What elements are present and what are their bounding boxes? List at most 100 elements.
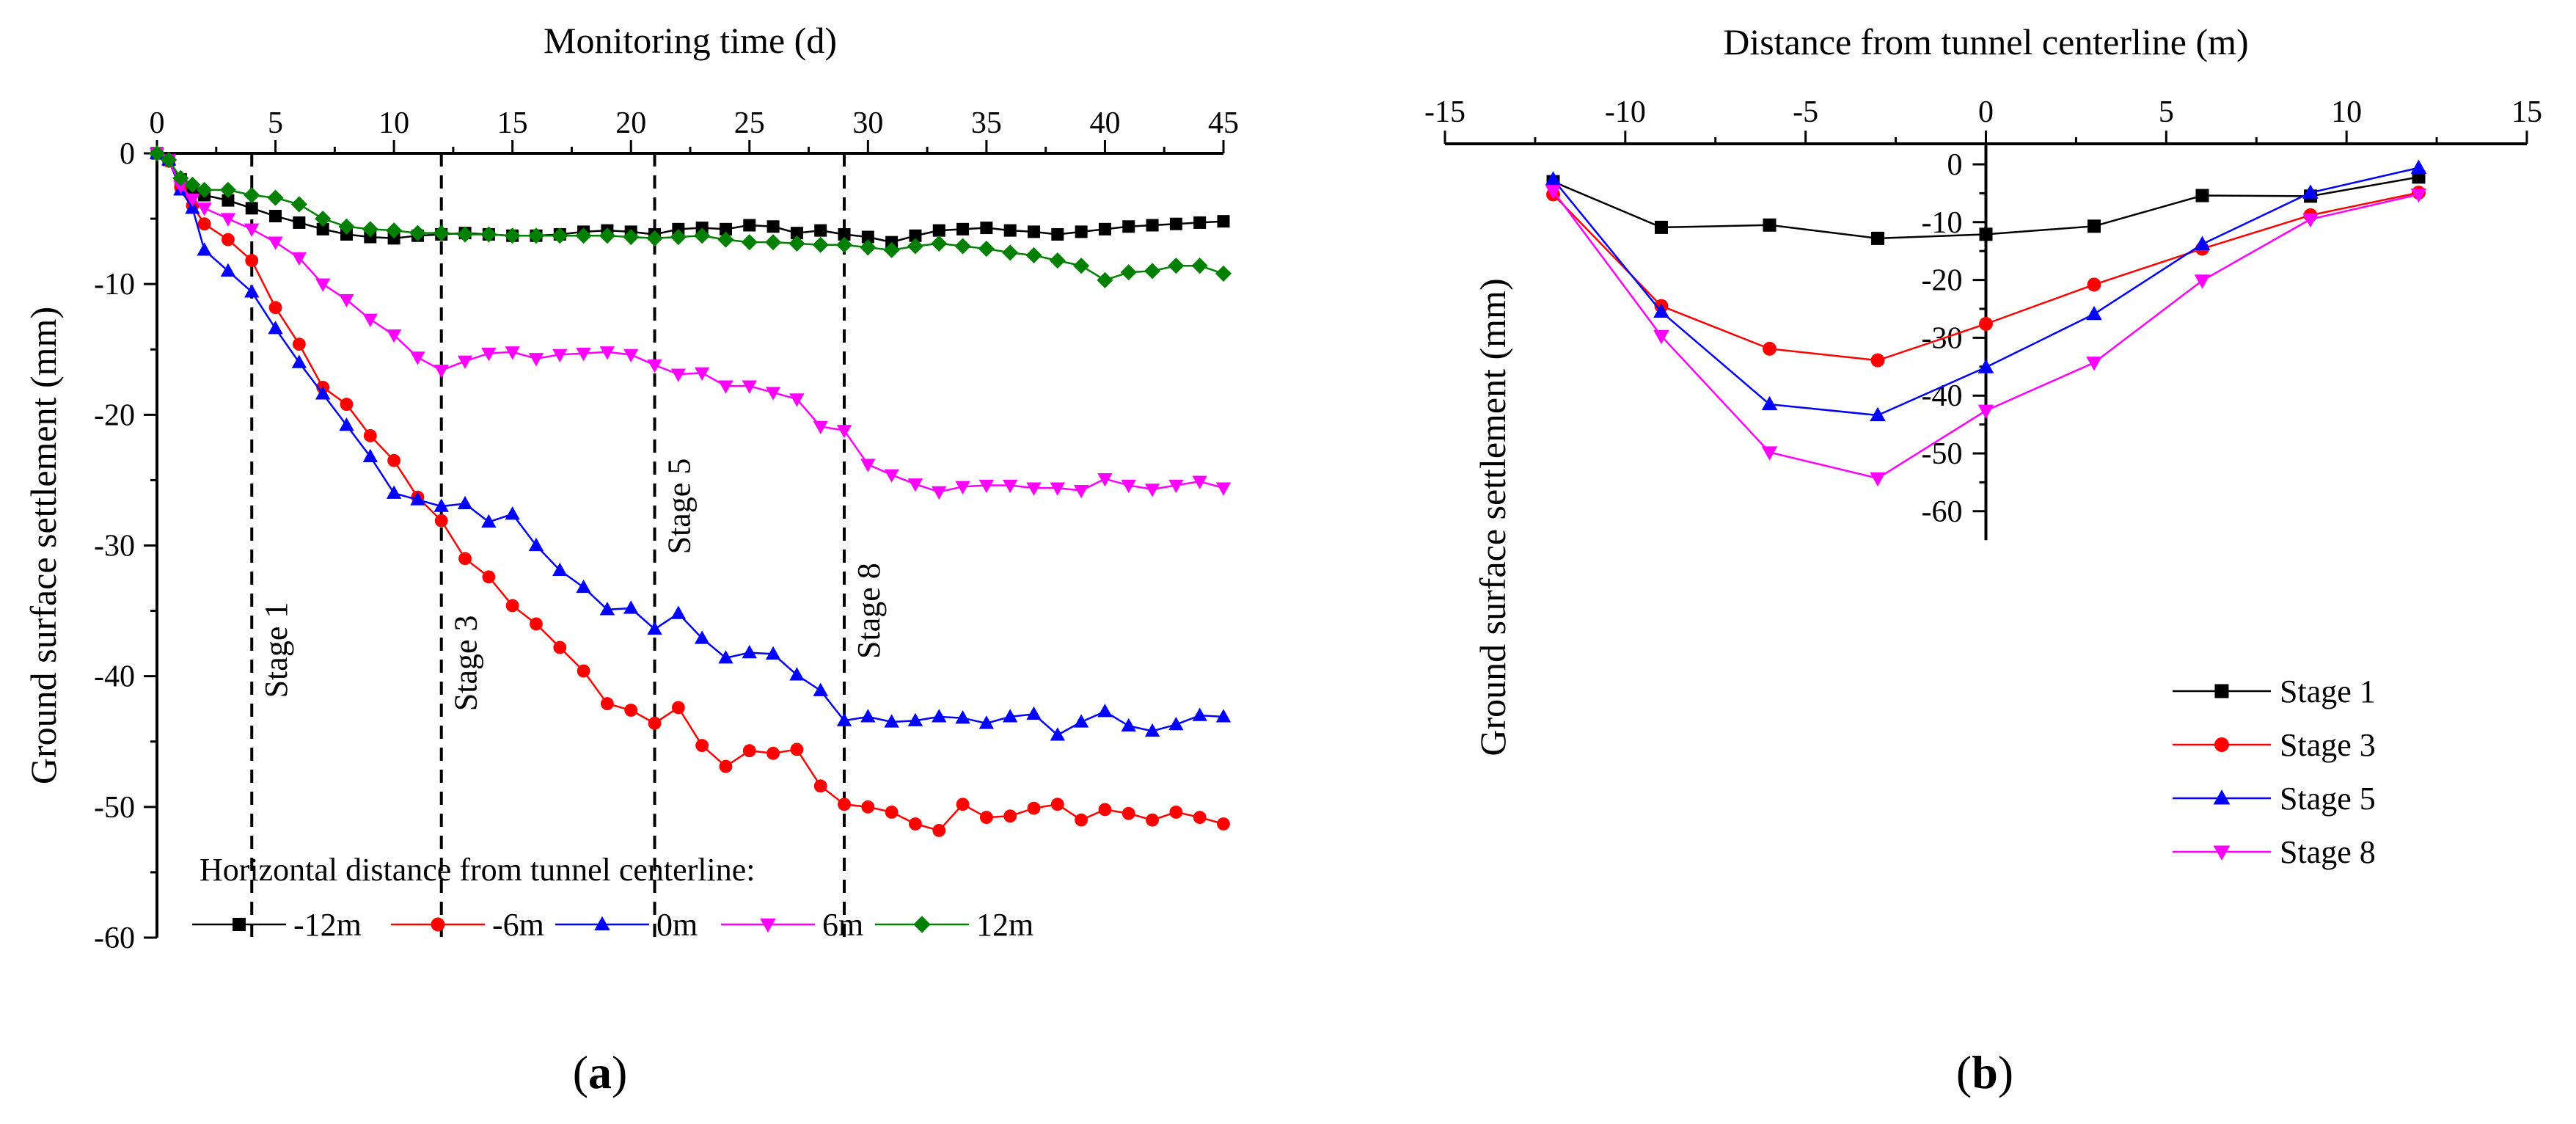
- panel-label-a: (a): [573, 1046, 628, 1098]
- legend-marker-b: [2214, 737, 2229, 752]
- series-a--12m: [150, 147, 1230, 249]
- data-point: [316, 222, 329, 236]
- data-point: [695, 739, 709, 753]
- data-point: [1191, 258, 1208, 274]
- data-point: [2410, 159, 2427, 174]
- data-point: [291, 354, 307, 368]
- y-tick-label-a: -40: [94, 660, 135, 694]
- legend-label-b: Stage 8: [2280, 834, 2376, 870]
- data-point: [576, 347, 591, 362]
- y-tick-label-b: -50: [1922, 437, 1963, 471]
- data-point: [386, 485, 402, 499]
- data-point: [2086, 305, 2102, 321]
- chart-a: 0 5 10 15 20 25 30 35 40 45 0 -10 -20 -30 -40 -50 -60 Mon…: [23, 20, 1239, 955]
- data-point: [456, 226, 474, 243]
- y-tick-label-a: -10: [94, 268, 135, 302]
- data-point: [530, 617, 543, 631]
- legend-marker-a: [760, 918, 776, 933]
- data-point: [222, 233, 235, 247]
- data-point: [1121, 806, 1135, 820]
- y-tick-label-a: 0: [120, 137, 135, 171]
- data-point: [458, 552, 472, 566]
- legend-label-b: Stage 5: [2280, 781, 2376, 817]
- data-point: [1098, 803, 1112, 817]
- data-point: [185, 193, 200, 207]
- data-point: [1027, 801, 1041, 815]
- data-point: [694, 367, 710, 381]
- panel-label-part: ): [1998, 1046, 2013, 1098]
- data-point: [220, 263, 236, 277]
- x-tick-label-a: 0: [150, 106, 165, 140]
- data-point: [1028, 225, 1041, 238]
- series-b-Stage 8: [1545, 185, 2427, 487]
- legend-marker-a: [233, 918, 246, 931]
- data-point: [1097, 472, 1113, 487]
- data-point: [1144, 723, 1160, 737]
- x-axis-title-a: Monitoring time (d): [544, 20, 837, 61]
- data-point: [363, 428, 377, 442]
- data-point: [860, 709, 876, 723]
- data-point: [1871, 231, 1884, 245]
- data-point: [861, 230, 874, 244]
- legend-marker-b: [2213, 845, 2231, 861]
- data-point: [719, 759, 733, 773]
- data-point: [1168, 479, 1184, 494]
- data-point: [291, 252, 307, 266]
- x-axis-title-b: Distance from tunnel centerline (m): [1723, 21, 2248, 62]
- data-point: [2302, 184, 2319, 199]
- data-point: [173, 180, 189, 194]
- data-point: [932, 823, 946, 837]
- data-point: [1075, 813, 1088, 827]
- data-point: [148, 145, 166, 162]
- data-point: [670, 605, 687, 619]
- data-point: [718, 650, 733, 664]
- data-point: [553, 641, 567, 654]
- series-a--6m: [150, 147, 1230, 837]
- data-point: [1977, 359, 1994, 373]
- data-point: [338, 218, 355, 235]
- legend-marker-b: [2214, 684, 2229, 698]
- data-point: [2195, 189, 2209, 202]
- data-point: [860, 459, 876, 472]
- y-tick-label-a: -50: [94, 791, 135, 825]
- x-tick-label-a: 5: [268, 106, 283, 140]
- data-point: [268, 301, 282, 315]
- panel-label-part: a: [588, 1046, 612, 1098]
- x-tick-label-a: 15: [497, 106, 528, 140]
- data-point: [1653, 329, 1669, 345]
- series-line: [156, 152, 1224, 493]
- panel-label-part: ): [612, 1046, 627, 1098]
- data-point: [836, 425, 852, 439]
- data-point: [835, 236, 853, 253]
- data-point: [932, 709, 947, 723]
- x-tick-label-b: -5: [1793, 95, 1818, 129]
- data-point: [766, 746, 780, 760]
- x-tick-label-a: 20: [615, 106, 646, 140]
- data-point: [1026, 482, 1042, 496]
- data-point: [1146, 219, 1159, 232]
- data-point: [1002, 244, 1019, 261]
- data-point: [387, 453, 401, 467]
- data-point: [931, 235, 948, 252]
- data-point: [386, 222, 403, 239]
- data-point: [743, 219, 756, 232]
- data-point: [813, 682, 828, 696]
- data-point: [505, 346, 520, 360]
- data-point: [184, 176, 201, 193]
- data-point: [268, 236, 283, 250]
- data-point: [1655, 220, 1668, 234]
- x-tick-label-a: 40: [1089, 106, 1120, 140]
- data-point: [244, 284, 260, 298]
- x-tick-label-b: 10: [2331, 95, 2362, 129]
- chart-b: -15 -10 -5 0 5 10 150-10-20-30-40-50-60Distanc…: [1424, 21, 2542, 870]
- data-point: [789, 667, 805, 681]
- data-point: [1215, 709, 1232, 723]
- data-point: [1097, 271, 1113, 288]
- data-point: [219, 181, 236, 198]
- legend-marker-a: [913, 916, 931, 933]
- y-tick-label-b: -20: [1922, 264, 1963, 298]
- panel-label-part: (: [1956, 1046, 1972, 1098]
- data-point: [765, 387, 781, 401]
- data-point: [623, 600, 639, 614]
- data-point: [197, 217, 211, 231]
